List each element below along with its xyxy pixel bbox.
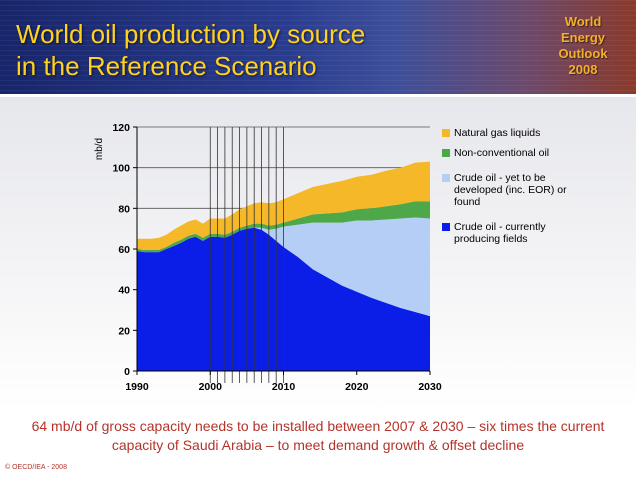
logo-line-2: Energy bbox=[560, 30, 606, 45]
y-tick-label: 0 bbox=[124, 366, 130, 378]
legend-swatch-nonconv bbox=[442, 149, 450, 157]
y-tick-label: 80 bbox=[118, 203, 130, 215]
y-tick-label: 40 bbox=[118, 285, 130, 297]
legend-label-ytbd: Crude oil - yet to be developed (inc. EO… bbox=[454, 172, 567, 208]
legend-label-nonconv: Non-conventional oil bbox=[454, 147, 550, 159]
legend-swatch-ngl bbox=[442, 129, 450, 137]
vertical-marker-layer bbox=[209, 127, 284, 383]
axis-layer: 0 20 40 60 80 100 120 1990 2000 2010 2020 2030 bbox=[112, 122, 441, 393]
x-tick-label: 1990 bbox=[125, 381, 149, 393]
legend-label-ngl: Natural gas liquids bbox=[454, 127, 541, 139]
header-texture bbox=[0, 0, 636, 94]
header-banner: World oil production by source in the Re… bbox=[0, 0, 636, 94]
y-axis-label: mb/d bbox=[94, 138, 105, 160]
y-tick-label: 60 bbox=[118, 244, 130, 256]
legend-item-ytbd: Crude oil - yet to be developed (inc. EO… bbox=[442, 172, 574, 208]
area-crude-oil-yet-to-be-developed-inc-eor-or-found bbox=[137, 217, 430, 317]
weo-logo: World Energy Outlook 2008 bbox=[548, 14, 618, 78]
y-tick-label: 120 bbox=[112, 122, 130, 134]
takeaway-text: 64 mb/d of gross capacity needs to be in… bbox=[10, 417, 626, 455]
x-tick-label: 2010 bbox=[272, 381, 296, 393]
legend-item-nonconv: Non-conventional oil bbox=[442, 147, 622, 159]
title-line-2: in the Reference Scenario bbox=[16, 51, 317, 81]
logo-line-1: World bbox=[564, 14, 602, 29]
y-tick-label: 100 bbox=[112, 163, 130, 175]
copyright-notice: © OECD/IEA - 2008 bbox=[5, 464, 67, 471]
legend-item-ngl: Natural gas liquids bbox=[442, 127, 622, 139]
oil-production-chart: 0 20 40 60 80 100 120 1990 2000 2010 2020 2030 mb/d bbox=[94, 122, 442, 393]
logo-line-4: 2008 bbox=[568, 62, 598, 77]
takeaway-line-1: 64 mb/d of gross capacity needs to be in… bbox=[31, 418, 605, 434]
title-line-1: World oil production by source bbox=[16, 19, 366, 49]
legend-label-current: Crude oil - currently producing fields bbox=[454, 221, 546, 245]
y-tick-label: 20 bbox=[118, 325, 130, 337]
x-tick-label: 2000 bbox=[199, 381, 223, 393]
slide-title: World oil production by source in the Re… bbox=[16, 18, 486, 82]
legend-swatch-current bbox=[442, 223, 450, 231]
x-tick-label: 2030 bbox=[418, 381, 442, 393]
area-non-conventional-oil bbox=[137, 201, 430, 253]
chart-legend: Natural gas liquids Non-conventional oil… bbox=[442, 127, 622, 253]
x-tick-label: 2020 bbox=[345, 381, 369, 393]
legend-swatch-ytbd bbox=[442, 174, 450, 182]
logo-line-3: Outlook bbox=[558, 46, 608, 61]
takeaway-line-2: capacity of Saudi Arabia – to meet deman… bbox=[111, 437, 525, 453]
legend-item-current: Crude oil - currently producing fields bbox=[442, 221, 574, 245]
